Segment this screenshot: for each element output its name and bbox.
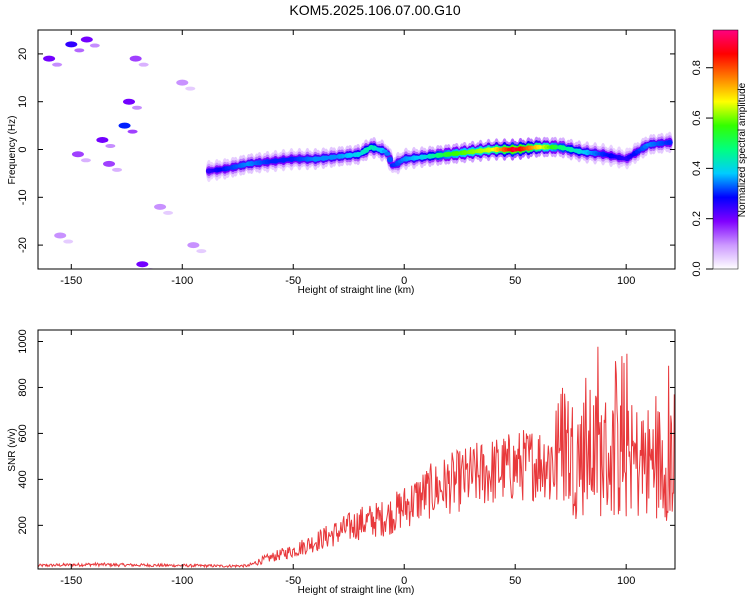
noise-blob [54, 232, 67, 239]
x-tick-label: 100 [617, 275, 635, 287]
noise-blob [136, 261, 149, 268]
noise-blob-halo [132, 105, 142, 110]
snr-series-line [37, 346, 675, 569]
snr-panel: -150 -100 -50 0 50 100 200 400 600 800 1000 Heigh… [7, 329, 676, 596]
x-tick-label: -150 [60, 275, 82, 287]
y-tick-label: 20 [17, 48, 29, 60]
x-tick-label: 0 [401, 575, 407, 587]
x-tick-label: -100 [171, 275, 193, 287]
x-tick-label: 50 [509, 575, 521, 587]
ridge-cell [666, 139, 673, 146]
page-title: KOM5.2025.106.07.00.G10 [289, 2, 460, 18]
noise-blob [129, 55, 142, 62]
noise-blob-halo [127, 129, 138, 134]
noise-blob [96, 136, 109, 143]
noise-blob [187, 242, 200, 249]
x-tick-label: -150 [60, 575, 82, 587]
y-tick-label: 200 [17, 516, 29, 534]
noise-blob [123, 98, 135, 105]
x-tick-label: 50 [509, 275, 521, 287]
snr-y-axis-label: SNR (v/v) [7, 428, 18, 471]
x-tick-label: 0 [401, 275, 407, 287]
colorbar-tick-label: 0.4 [691, 161, 703, 176]
y-tick-label: 10 [17, 96, 29, 108]
noise-blob-halo [163, 210, 174, 215]
y-tick-label: -10 [17, 189, 29, 205]
spectrogram-x-ticks: -150 -100 -50 0 50 100 [60, 30, 635, 287]
y-tick-label: 400 [17, 470, 29, 488]
y-tick-label: 800 [17, 378, 29, 396]
snr-y-ticks: 200 400 600 800 1000 [17, 329, 675, 535]
spectrogram-x-axis-label: Height of straight line (km) [298, 285, 415, 296]
snr-x-axis-label: Height of straight line (km) [298, 585, 415, 596]
snr-plot-frame [37, 329, 676, 570]
ridge-cell [387, 156, 394, 163]
noise-blob-halo [89, 43, 100, 48]
noise-blob [65, 41, 78, 48]
x-tick-label: -100 [171, 575, 193, 587]
noise-blob [154, 203, 167, 210]
y-tick-label: 0 [17, 146, 29, 152]
y-tick-label: 600 [17, 424, 29, 442]
noise-blob-halo [52, 62, 63, 67]
noise-blob [71, 151, 84, 158]
x-tick-label: 100 [617, 575, 635, 587]
snr-x-ticks: -150 -100 -50 0 50 100 [60, 330, 635, 587]
noise-blob-halo [105, 143, 116, 148]
noise-blob [176, 79, 189, 86]
noise-blob [103, 160, 116, 167]
noise-blob [43, 55, 56, 62]
colorbar-ticks: 0.0 0.2 0.4 0.6 0.8 [691, 60, 713, 277]
spectrogram-y-axis-label: Frequency (Hz) [7, 116, 18, 185]
heatmap-cells [43, 36, 673, 269]
y-tick-label: 1000 [17, 329, 29, 353]
x-tick-label: -50 [285, 275, 301, 287]
noise-blob-halo [185, 86, 196, 91]
noise-blob-halo [112, 167, 123, 172]
spectrogram-marks [43, 36, 673, 269]
x-tick-label: -50 [285, 575, 301, 587]
noise-blob-halo [74, 48, 85, 53]
noise-blob-halo [138, 62, 149, 67]
y-tick-label: -20 [17, 237, 29, 253]
spectrogram-y-ticks: -20 -10 0 10 20 [17, 48, 675, 253]
colorbar-tick-label: 0.8 [691, 60, 703, 75]
ridge-cell [384, 151, 391, 156]
colorbar-gradient [712, 29, 739, 270]
noise-blob [118, 122, 131, 129]
colorbar-tick-label: 0.0 [691, 261, 703, 276]
colorbar-tick-label: 0.2 [691, 211, 703, 226]
colorbar-label: Normalized spectral amplitude [737, 82, 748, 217]
noise-blob-halo [63, 239, 74, 244]
colorbar: 0.0 0.2 0.4 0.6 0.8 Normalized spectral ampl… [691, 29, 748, 277]
colorbar-tick-label: 0.6 [691, 110, 703, 125]
noise-blob-halo [80, 158, 91, 163]
noise-blob-halo [196, 249, 207, 254]
noise-blob [80, 36, 93, 43]
